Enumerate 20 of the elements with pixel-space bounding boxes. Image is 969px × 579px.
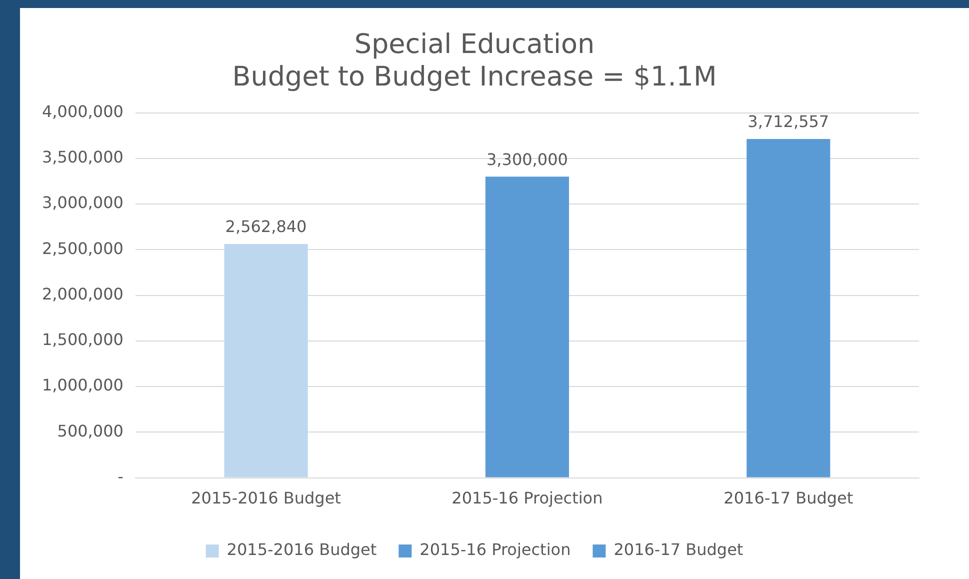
data-label: 3,300,000: [486, 150, 568, 169]
data-label: 2,562,840: [225, 217, 307, 236]
y-tick-label: 2,000,000: [42, 284, 124, 304]
x-tick-label: 2015-2016 Budget: [191, 488, 341, 508]
text: Special Education: [354, 29, 595, 60]
data-label: 3,712,557: [748, 112, 830, 132]
text: Budget to Budget Increase = $1.1M: [232, 62, 717, 93]
y-tick-label: 500,000: [57, 421, 124, 440]
legend-label: 2015-2016 Budget: [226, 540, 377, 560]
legend-label: 2015-16 Projection: [420, 540, 571, 560]
y-tick-label: -: [118, 466, 124, 486]
x-tick-label: 2016-17 Budget: [724, 488, 854, 508]
legend-label: 2016-17 Budget: [614, 540, 744, 560]
y-tick-label: 4,000,000: [42, 102, 124, 121]
y-tick-label: 2,500,000: [42, 238, 124, 258]
y-tick-label: 3,000,000: [42, 193, 124, 212]
y-tick-label: 1,500,000: [42, 330, 124, 350]
x-tick-label: 2015-16 Projection: [452, 488, 603, 508]
y-tick-label: 1,000,000: [42, 376, 124, 395]
y-tick-label: 3,500,000: [42, 148, 124, 167]
